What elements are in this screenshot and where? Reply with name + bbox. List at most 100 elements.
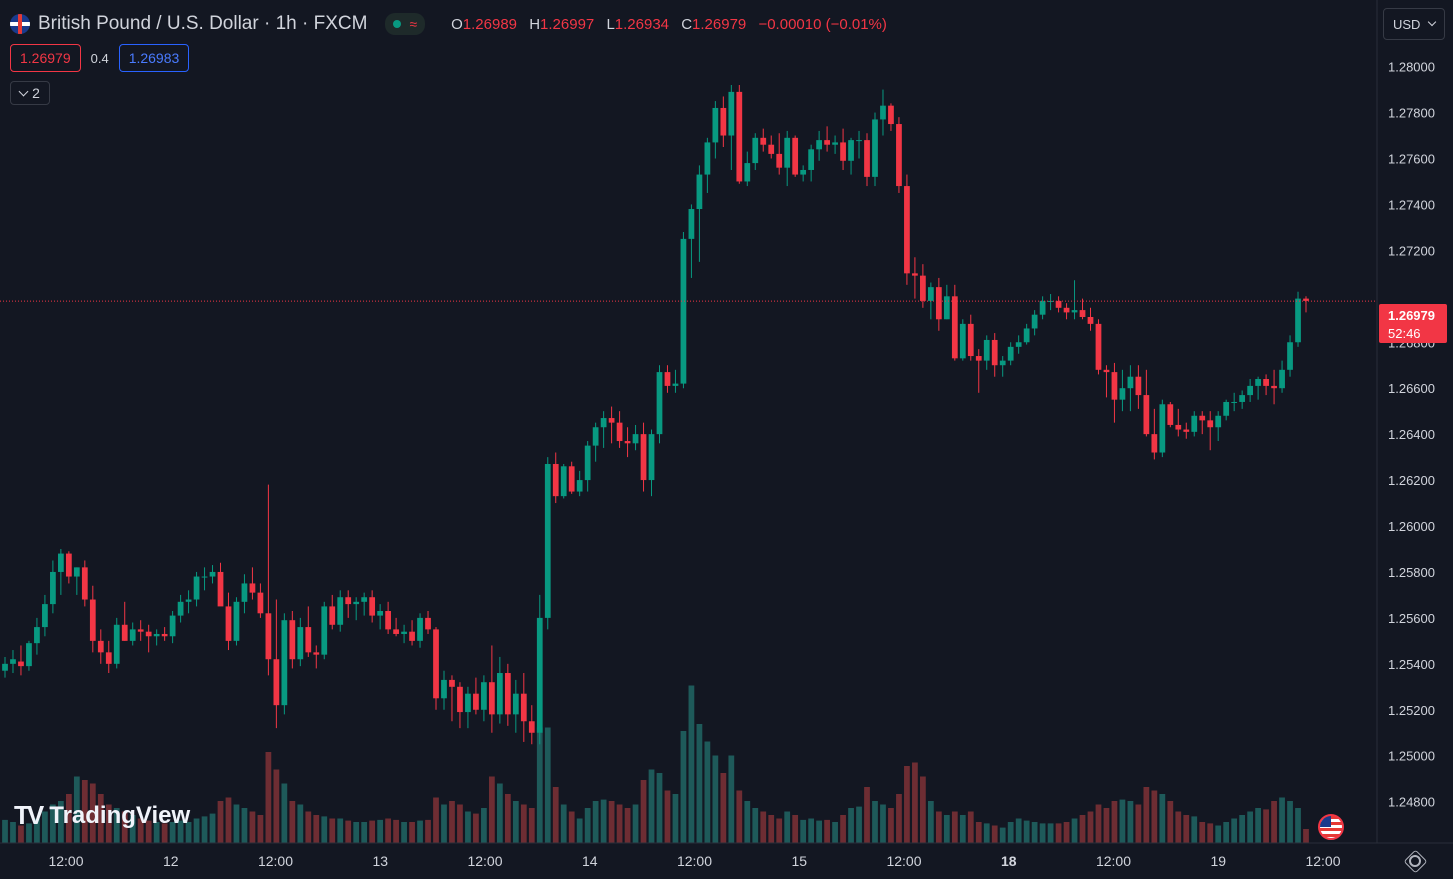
candle-body [688, 209, 695, 239]
candle-body [552, 463, 559, 497]
volume-bar [1271, 801, 1277, 843]
candle-body [664, 372, 671, 386]
candle-body [935, 287, 942, 320]
y-tick-label: 1.25600 [1388, 611, 1435, 626]
candle-body [1111, 372, 1118, 400]
candle-body [34, 627, 40, 644]
volume-bar [137, 818, 144, 843]
candle-body [712, 107, 719, 143]
volume-bar [161, 823, 168, 843]
candle-body [880, 105, 886, 120]
volume-bar [904, 766, 910, 843]
volume-bar [1071, 818, 1078, 843]
volume-bar [42, 811, 48, 843]
volume-bar [800, 819, 807, 843]
volume-bar [1135, 804, 1142, 843]
x-tick-label: 12:00 [886, 853, 921, 869]
volume-bar [473, 813, 479, 843]
volume-bar [560, 804, 567, 843]
candle-body [1279, 369, 1285, 389]
volume-bar [1223, 822, 1230, 843]
candle-body [624, 441, 631, 444]
ohlc-values: O1.26989 H1.26997 L1.26934 C1.26979 −0.0… [451, 15, 887, 33]
volume-bar [552, 787, 559, 843]
volume-bar [1047, 823, 1054, 843]
volume-bar [832, 822, 838, 843]
volume-bar [1199, 822, 1206, 843]
volume-bar [1231, 818, 1238, 843]
currency-select[interactable]: USD [1383, 8, 1445, 40]
volume-bar [1023, 820, 1030, 843]
candle-body [967, 323, 974, 357]
symbol-title[interactable]: British Pound / U.S. Dollar · 1h · FXCM [38, 13, 368, 34]
candle-body [983, 339, 990, 361]
market-open-dot-icon [393, 20, 402, 28]
candle-body [1231, 401, 1238, 403]
candle-body [137, 629, 144, 632]
volume-bar [34, 818, 40, 843]
candle-body [18, 661, 24, 667]
candle-body [872, 119, 878, 177]
volume-layer [2, 685, 1309, 843]
volume-bar [1159, 794, 1166, 843]
volume-bar [544, 727, 551, 843]
volume-bar [449, 801, 455, 843]
volume-bar [584, 808, 591, 843]
candle-body [568, 466, 575, 492]
candle-body [640, 434, 647, 481]
candle-body [1151, 434, 1158, 453]
candle-body [760, 137, 767, 145]
candle-body [377, 611, 384, 616]
candle-body [425, 617, 431, 630]
volume-bar [50, 804, 56, 843]
candle-body [121, 624, 128, 641]
candle-body [768, 144, 775, 154]
volume-bar [592, 801, 599, 843]
volume-bar [1167, 801, 1174, 843]
volume-bar [26, 823, 32, 843]
volume-bar [991, 825, 998, 843]
volume-bar [1127, 801, 1134, 843]
candle-body [784, 137, 791, 168]
candle-body [927, 287, 934, 301]
market-status-pill[interactable]: ≈ [385, 13, 426, 35]
candle-body [353, 601, 360, 605]
volume-bar [616, 804, 623, 843]
x-tick-label: 14 [582, 853, 598, 869]
candle-body [441, 679, 447, 699]
y-tick-label: 1.27600 [1388, 151, 1435, 166]
volume-bar [959, 815, 966, 843]
candle-body [313, 652, 320, 655]
candle-body [201, 576, 208, 578]
candle-body [528, 721, 535, 733]
candle-body [329, 606, 336, 625]
candle-body [592, 427, 599, 446]
us-flag-event-icon[interactable] [1318, 814, 1344, 840]
volume-bar [169, 822, 176, 843]
chart-settings-button[interactable] [1402, 848, 1428, 874]
indicators-toggle-button[interactable]: 2 [10, 81, 50, 105]
sell-button[interactable]: 1.26979 [10, 44, 81, 72]
candle-body [1255, 379, 1261, 386]
volume-bar [752, 808, 759, 843]
x-tick-label: 12 [163, 853, 179, 869]
candle-body [656, 372, 663, 435]
volume-bar [912, 762, 918, 843]
volume-bar [672, 794, 679, 843]
candle-body [169, 615, 176, 637]
candle-body [2, 663, 8, 671]
candle-body [560, 466, 567, 497]
volume-bar [10, 822, 16, 843]
x-axis-labels: 12:00 12 12:00 13 12:00 14 12:00 15 12:00 18 12:00… [48, 853, 1340, 869]
bar-countdown: 52:46 [1388, 326, 1421, 341]
candle-body [42, 604, 48, 628]
candle-body [273, 659, 280, 706]
volume-bar [1007, 822, 1014, 843]
candle-body [465, 693, 471, 713]
volume-bar [193, 818, 200, 843]
buy-button[interactable]: 1.26983 [118, 44, 190, 72]
volume-bar [728, 755, 735, 843]
candle-body [10, 659, 16, 664]
candle-body [576, 480, 583, 492]
